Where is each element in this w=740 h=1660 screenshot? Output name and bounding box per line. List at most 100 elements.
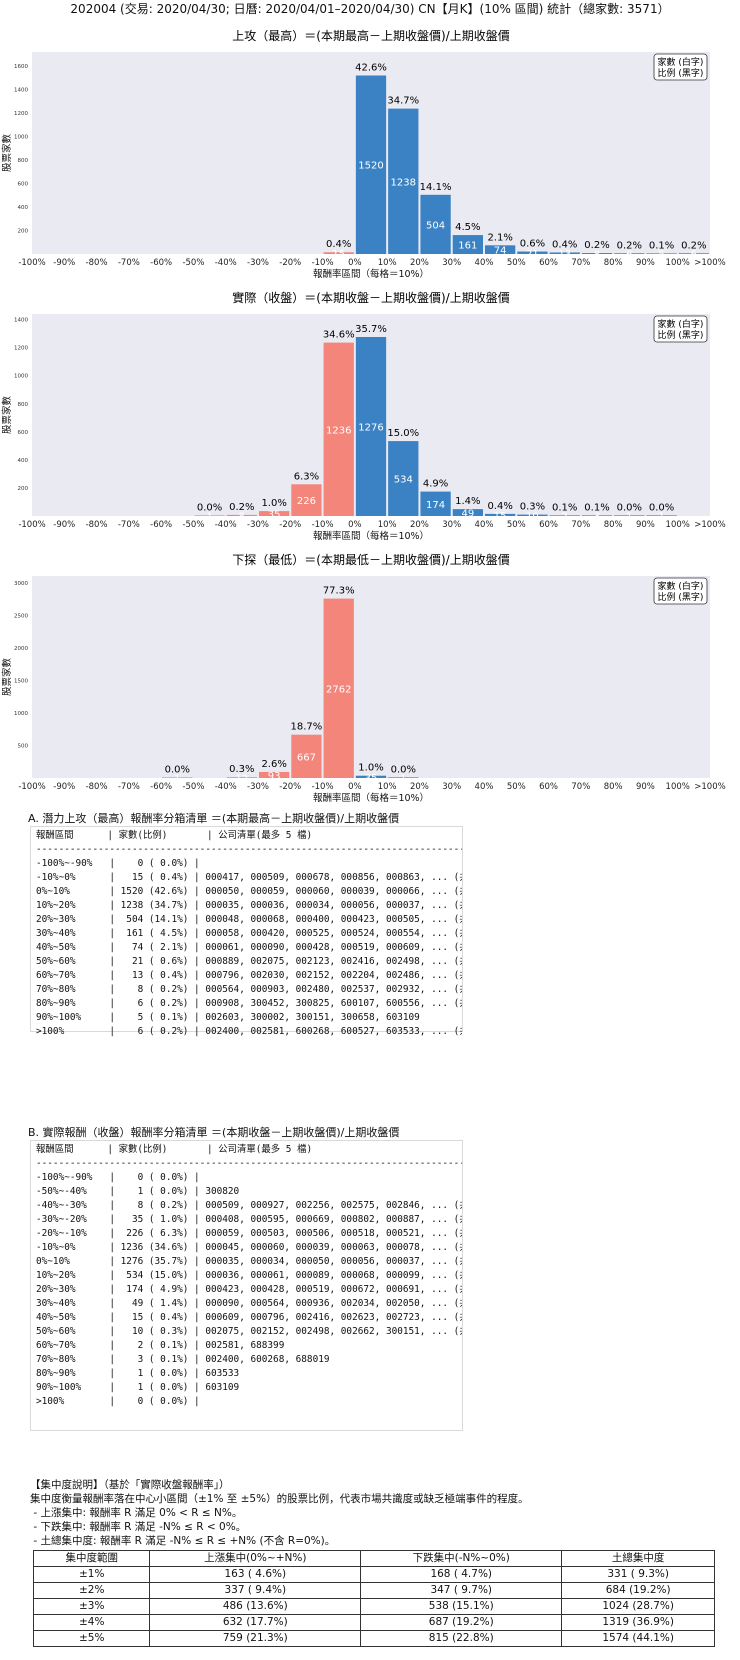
y-tick-label: 400: [18, 205, 29, 211]
list-item: 80%~90% | 6 ( 0.2%) | 000908, 300452, 30…: [36, 998, 462, 1009]
chart-svg: 下探（最低）＝(本期最低－上期收盤價)/上期收盤價 500 1000 1500 2000…: [1, 553, 726, 802]
bar-pct-label: 1.4%: [455, 496, 480, 507]
bar-count-label: 534: [394, 475, 413, 486]
x-tick-label: -80%: [86, 258, 108, 268]
list-item: 30%~40% | 49 ( 1.4%) | 000090, 000564, 0…: [36, 1298, 462, 1309]
x-tick-label: 100%: [666, 782, 690, 792]
chart-svg: 上攻（最高）＝(本期最高－上期收盤價)/上期收盤價 200 400 600 800 100…: [1, 28, 726, 278]
y-tick-label: 1600: [14, 64, 28, 70]
bar-pct-label: 34.7%: [387, 96, 419, 107]
bar-count-label: 6: [626, 250, 632, 261]
table-row: ±4% 632 (17.7%) 687 (19.2%) 1319 (36.9%): [32, 1614, 715, 1631]
bar: [614, 253, 645, 254]
bar-pct-label: 0.0%: [617, 502, 642, 513]
list-item: -20%~-10% | 226 ( 6.3%) | 000059, 000503…: [36, 1228, 462, 1239]
y-tick-label: 600: [18, 182, 29, 188]
bar: [355, 775, 387, 778]
bar: [485, 245, 516, 254]
bar-count-label: 2762: [326, 684, 351, 695]
bar-count-label: 1236: [326, 425, 351, 436]
list-item: -100%~-90% | 0 ( 0.0%) |: [36, 1172, 200, 1183]
legend: 家數 (白字)比例 (黑字): [653, 315, 708, 343]
bar: [291, 734, 322, 778]
legend: 家數 (白字)比例 (黑字): [653, 53, 708, 81]
concentration-table-header: 集中度範圍 上漲集中(0%~+N%) 下跌集中(-N%~0%) 土總集中度: [32, 1550, 715, 1567]
x-tick-label: -10%: [312, 782, 334, 792]
bar: [323, 598, 354, 778]
bar: [194, 515, 225, 516]
legend-entry: 家數 (白字): [658, 580, 704, 592]
x-tick-label: -40%: [215, 520, 237, 530]
x-tick-label: -30%: [247, 520, 269, 530]
concentration-note: - 下跌集中: 報酬率 R 滿足 -N% ≤ R < 0%。: [30, 1521, 247, 1533]
bar: [646, 253, 677, 254]
x-tick-label: 40%: [475, 782, 494, 792]
x-tick-label: 20%: [410, 520, 429, 530]
bar-count-label: 1: [174, 774, 180, 785]
bar-count-label: 2: [562, 512, 568, 523]
x-tick-label: -90%: [53, 782, 75, 792]
x-tick-label: 90%: [636, 258, 655, 268]
x-tick-label: 40%: [475, 258, 494, 268]
y-tick-label: 1200: [14, 111, 28, 117]
y-axis-label: 股票家數: [1, 396, 13, 435]
x-tick-label: 0%: [348, 258, 362, 268]
bar-pct-label: 42.6%: [355, 62, 387, 73]
bar: [388, 441, 419, 516]
bar-pct-label: 0.2%: [229, 502, 254, 513]
list-item: -40%~-30% | 8 ( 0.2%) | 000509, 000927, …: [36, 1200, 462, 1211]
table-cell: 815 (22.8%): [360, 1630, 563, 1647]
list-item: 0%~10% | 1276 (35.7%) | 000035, 000034, …: [36, 1256, 462, 1267]
x-tick-label: -50%: [182, 258, 204, 268]
bar: [388, 777, 419, 778]
legend-box: [653, 53, 708, 81]
x-tick-label: 80%: [604, 782, 623, 792]
x-tick-label: -60%: [150, 258, 172, 268]
chart-title: 下探（最低）＝(本期最低－上期收盤價)/上期收盤價: [232, 553, 509, 567]
bar-pct-label: 0.0%: [197, 502, 222, 513]
table-cell: 1574 (44.1%): [561, 1630, 715, 1647]
x-tick-label: 60%: [539, 520, 558, 530]
bar-count-label: 49: [461, 509, 474, 520]
x-tick-label: -30%: [247, 258, 269, 268]
list-item: 30%~40% | 161 ( 4.5%) | 000058, 000420, …: [36, 928, 462, 939]
y-tick-label: 1000: [14, 374, 28, 380]
chart-title: 實際（收盤）＝(本期收盤－上期收盤價)/上期收盤價: [232, 290, 509, 305]
bar-count-label: 161: [458, 241, 477, 252]
list-separator: ----------------------------------------…: [36, 1158, 462, 1169]
bar-count-label: 8: [594, 250, 600, 261]
list-item: 0%~10% | 1520 (42.6%) | 000050, 000059, …: [36, 886, 462, 897]
bar-pct-label: 15.0%: [387, 428, 419, 439]
bar-count-label: 93: [268, 771, 281, 782]
plot-area: [32, 576, 710, 778]
bar: [226, 777, 257, 778]
bar-pct-label: 14.1%: [420, 182, 452, 193]
bar-pct-label: 34.6%: [323, 330, 355, 341]
bar: [646, 515, 677, 516]
bar-count-label: 5: [658, 250, 664, 261]
bar: [162, 777, 193, 778]
bar: [420, 194, 451, 254]
bar-pct-label: 0.3%: [229, 764, 254, 775]
table-cell: 347 ( 9.7%): [360, 1582, 563, 1599]
table-header-cell: 集中度範圍: [32, 1550, 151, 1567]
bar-count-label: 226: [297, 496, 316, 507]
bar-count-label: 3: [594, 512, 600, 523]
bar-pct-label: 0.3%: [520, 502, 545, 513]
x-tick-label: -60%: [150, 520, 172, 530]
x-tick-label: 30%: [442, 258, 461, 268]
bar-pct-label: 18.7%: [291, 722, 323, 733]
x-tick-label: 60%: [539, 782, 558, 792]
y-tick-label: 1400: [14, 88, 28, 94]
x-tick-label: -10%: [312, 520, 334, 530]
x-tick-label: 90%: [636, 520, 655, 530]
bar: [259, 511, 290, 516]
concentration-note: - 上漲集中: 報酬率 R 滿足 0% < R ≤ N%。: [30, 1507, 243, 1519]
close-return-histogram: 實際（收盤）＝(本期收盤－上期收盤價)/上期收盤價 200 400 600 800 100…: [0, 282, 740, 540]
bar-count-label: 1: [658, 512, 664, 523]
list-separator: ----------------------------------------…: [36, 844, 462, 855]
x-tick-label: 30%: [442, 520, 461, 530]
table-header-cell: 下跌集中(-N%~0%): [360, 1550, 563, 1567]
y-tick-label: 200: [18, 229, 29, 235]
list-item: >100% | 0 ( 0.0%) |: [36, 1396, 200, 1407]
